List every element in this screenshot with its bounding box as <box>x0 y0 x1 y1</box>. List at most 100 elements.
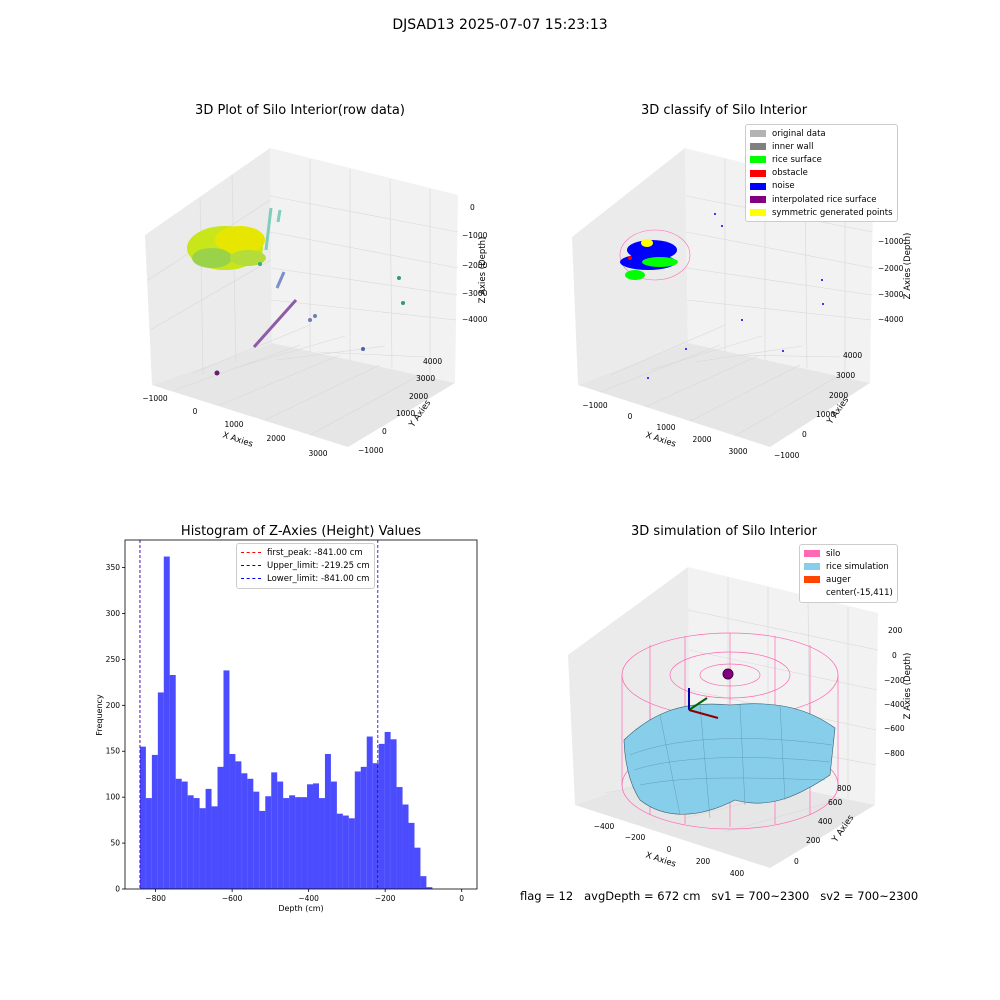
x-tick-label: −800 <box>145 894 166 903</box>
z-tick: −3000 <box>878 290 904 299</box>
histogram-bar <box>187 795 194 889</box>
x-tick: 0 <box>193 407 198 416</box>
legend-item: rice simulation <box>804 560 893 573</box>
x-tick-label: −600 <box>222 894 243 903</box>
y-tick: 0 <box>382 427 387 436</box>
histogram-bar <box>295 797 302 889</box>
x-tick-label: −400 <box>298 894 319 903</box>
x-axis-label: X Axies <box>644 850 677 869</box>
histogram-bar <box>342 815 349 889</box>
histogram-bar <box>283 798 290 889</box>
classify-plot-title: 3D classify of Silo Interior <box>640 103 808 118</box>
simulation-plot-title: 3D simulation of Silo Interior <box>631 524 817 539</box>
x-ticks: −800 −600 −400 −200 0 <box>145 889 464 903</box>
histogram-bar <box>169 675 176 889</box>
x-tick: −400 <box>594 822 615 831</box>
classify-legend: original data inner wall rice surface ob… <box>745 124 898 223</box>
histogram-bar <box>372 763 379 889</box>
histogram-bar <box>253 791 260 889</box>
pane-floor <box>578 343 870 447</box>
histogram-bar <box>426 887 433 889</box>
x-tick: 400 <box>730 869 745 878</box>
x-tick: 0 <box>628 412 633 421</box>
histogram-bar <box>265 796 272 889</box>
raw-plot-title: 3D Plot of Silo Interior(row data) <box>195 103 405 118</box>
x-tick: 2000 <box>266 434 285 443</box>
x-tick: 0 <box>667 845 672 854</box>
y-tick-label: 50 <box>110 839 120 848</box>
legend-item: obstacle <box>750 167 893 180</box>
histogram-bars <box>139 556 433 889</box>
y-tick-label: 100 <box>106 793 121 802</box>
z-tick: −400 <box>884 700 905 709</box>
histogram-bar <box>241 773 248 889</box>
legend-swatch <box>804 563 820 571</box>
histogram-bar <box>175 778 182 889</box>
histogram-bar <box>259 810 266 889</box>
histogram-title: Histogram of Z-Axies (Height) Values <box>180 524 422 539</box>
legend-item: rice surface <box>750 153 893 166</box>
legend-swatch <box>750 209 766 217</box>
histogram-bar <box>235 761 242 889</box>
histogram-bar <box>277 781 284 889</box>
legend-item: Lower_limit: -841.00 cm <box>241 572 370 585</box>
rice-mesh <box>629 704 833 819</box>
legend-line <box>241 552 261 554</box>
y-tick: 600 <box>828 798 843 807</box>
simulation-legend: silo rice simulation auger center(-15,41… <box>799 544 898 603</box>
legend-swatch <box>804 590 820 597</box>
z-tick: −200 <box>884 676 905 685</box>
x-axis-label: Depth (cm) <box>278 904 323 913</box>
legend-item: Upper_limit: -219.25 cm <box>241 559 370 572</box>
y-axis-label: Frequency <box>95 694 104 736</box>
legend-swatch <box>750 130 766 138</box>
histogram-bar <box>301 797 308 889</box>
raw-3d-plot[interactable]: −1000 0 1000 2000 3000 X Axies −1000 0 1… <box>0 0 500 500</box>
legend-swatch <box>750 156 766 164</box>
axes-triad <box>688 688 719 719</box>
histogram-bar <box>229 753 236 889</box>
legend-line <box>241 578 261 580</box>
x-axis-label: X Axies <box>221 430 254 449</box>
figure-title: DJSAD13 2025-07-07 15:23:13 <box>392 17 608 33</box>
legend-swatch <box>804 550 820 558</box>
histogram-threshold-lines <box>139 540 379 889</box>
x-tick: −1000 <box>142 394 168 403</box>
histogram-bar <box>211 806 218 889</box>
x-tick: −200 <box>625 833 646 842</box>
histogram-bar <box>348 818 355 889</box>
histogram-bar <box>307 784 314 889</box>
y-tick: 3000 <box>836 371 855 380</box>
x-tick: 1000 <box>656 423 675 432</box>
legend-label: rice simulation <box>826 561 889 572</box>
legend-line <box>241 565 261 567</box>
histogram-bar <box>139 746 146 889</box>
z-tick: −3000 <box>462 289 488 298</box>
legend-label: original data <box>772 128 826 139</box>
legend-item: auger <box>804 573 893 586</box>
raw-points <box>187 207 405 376</box>
simulation-3d-plot[interactable]: −400 −200 0 200 400 X Axies 0 200 400 60… <box>500 500 1000 920</box>
legend-swatch <box>750 182 766 190</box>
x-tick: 3000 <box>308 449 327 458</box>
legend-item: silo <box>804 547 893 560</box>
histogram-bar <box>205 788 212 889</box>
pane-back <box>270 148 458 383</box>
legend-item: center(-15,411) <box>804 587 893 600</box>
y-tick: 800 <box>837 784 852 793</box>
histogram-bar <box>366 736 373 889</box>
legend-item: inner wall <box>750 140 893 153</box>
legend-label: first_peak: -841.00 cm <box>267 547 363 558</box>
legend-label: Lower_limit: -841.00 cm <box>267 573 370 584</box>
histogram-legend: first_peak: -841.00 cm Upper_limit: -219… <box>236 543 375 589</box>
classify-3d-plot[interactable]: −1000 0 1000 2000 3000 X Axies −1000 0 1… <box>500 0 1000 500</box>
y-tick: 4000 <box>843 351 862 360</box>
histogram-bar <box>390 739 397 889</box>
histogram-chart[interactable]: −800 −600 −400 −200 0 050100150200250300350 … <box>0 500 500 920</box>
legend-item: interpolated rice surface <box>750 193 893 206</box>
histogram-bar <box>402 804 409 889</box>
pane-floor <box>152 343 455 447</box>
legend-item: symmetric generated points <box>750 206 893 219</box>
y-tick: 0 <box>802 430 807 439</box>
z-tick: −1000 <box>878 237 904 246</box>
